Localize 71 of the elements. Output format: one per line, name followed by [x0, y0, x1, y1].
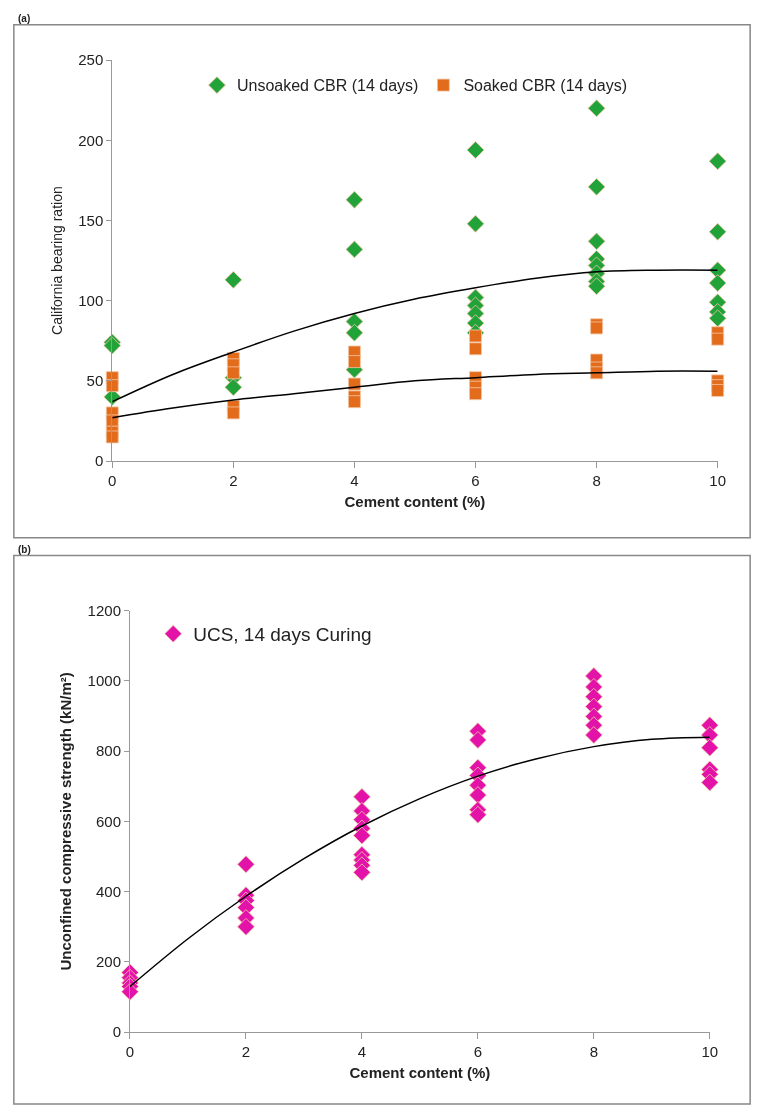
- y-tick-label: 0: [112, 1023, 121, 1041]
- point: [708, 309, 727, 328]
- y-axis-title: California bearing ration: [48, 186, 65, 335]
- x-tick-label: 4: [350, 472, 359, 490]
- x-tick-label: 2: [229, 472, 238, 490]
- x-tick-label: 8: [589, 1043, 598, 1061]
- legend-label: UCS, 14 days Curing: [193, 624, 372, 646]
- point: [469, 387, 482, 401]
- point: [469, 342, 482, 356]
- point: [121, 982, 139, 1001]
- point: [466, 214, 485, 233]
- point: [224, 378, 243, 397]
- point: [469, 786, 487, 804]
- point: [237, 855, 255, 874]
- y-tick-label: 150: [78, 211, 104, 229]
- x-axis-title: Cement content (%): [349, 1064, 491, 1082]
- y-tick-label: 800: [95, 742, 121, 760]
- text: (a): [18, 13, 31, 24]
- y-axis-title: Unconfined compressive strength (kN/m²): [56, 672, 74, 971]
- point: [711, 384, 725, 397]
- point: [237, 917, 255, 936]
- point: [224, 271, 243, 289]
- x-tick-label: 0: [125, 1043, 135, 1061]
- point: [708, 274, 727, 292]
- point: [584, 726, 603, 744]
- x-tick-label: 2: [241, 1043, 251, 1061]
- point: [345, 190, 364, 209]
- point: [587, 277, 606, 296]
- y-tick-label: 200: [78, 131, 104, 149]
- point: [226, 366, 240, 380]
- y-tick-label: 100: [78, 291, 104, 309]
- x-tick-label: 6: [473, 1043, 483, 1061]
- point: [700, 738, 719, 757]
- point: [105, 430, 119, 444]
- y-tick-label: 1200: [87, 601, 121, 619]
- point: [226, 406, 240, 420]
- x-tick-label: 10: [709, 472, 726, 490]
- point: [353, 863, 371, 882]
- x-axis-title: Cement content (%): [344, 493, 486, 511]
- x-tick-label: 10: [701, 1043, 719, 1061]
- point: [348, 355, 361, 369]
- y-tick-label: 0: [94, 452, 104, 470]
- y-tick-label: 50: [86, 372, 104, 390]
- point: [105, 379, 119, 393]
- point: [469, 329, 482, 343]
- point: [711, 332, 725, 346]
- point: [348, 395, 361, 409]
- legend-label: Unsoaked CBR (14 days): [236, 77, 419, 95]
- point: [708, 222, 727, 241]
- point: [469, 805, 487, 824]
- x-tick-label: 8: [592, 472, 601, 490]
- point: [587, 232, 606, 251]
- point: [587, 178, 606, 196]
- y-tick-label: 200: [95, 953, 121, 971]
- point: [353, 787, 371, 806]
- x-tick-label: 6: [471, 472, 480, 490]
- point: [466, 141, 485, 159]
- x-tick-label: 4: [357, 1043, 367, 1061]
- y-tick-label: 1000: [87, 672, 121, 690]
- point: [700, 773, 719, 792]
- point: [469, 731, 487, 749]
- y-tick-label: 600: [95, 812, 121, 830]
- legend-label: Soaked CBR (14 days): [463, 77, 628, 95]
- point: [353, 826, 371, 845]
- point: [345, 240, 364, 259]
- point: [708, 152, 727, 171]
- y-tick-label: 250: [78, 51, 104, 69]
- point: [345, 323, 364, 342]
- text: (b): [18, 544, 31, 555]
- point: [587, 99, 606, 118]
- y-tick-label: 400: [95, 882, 121, 900]
